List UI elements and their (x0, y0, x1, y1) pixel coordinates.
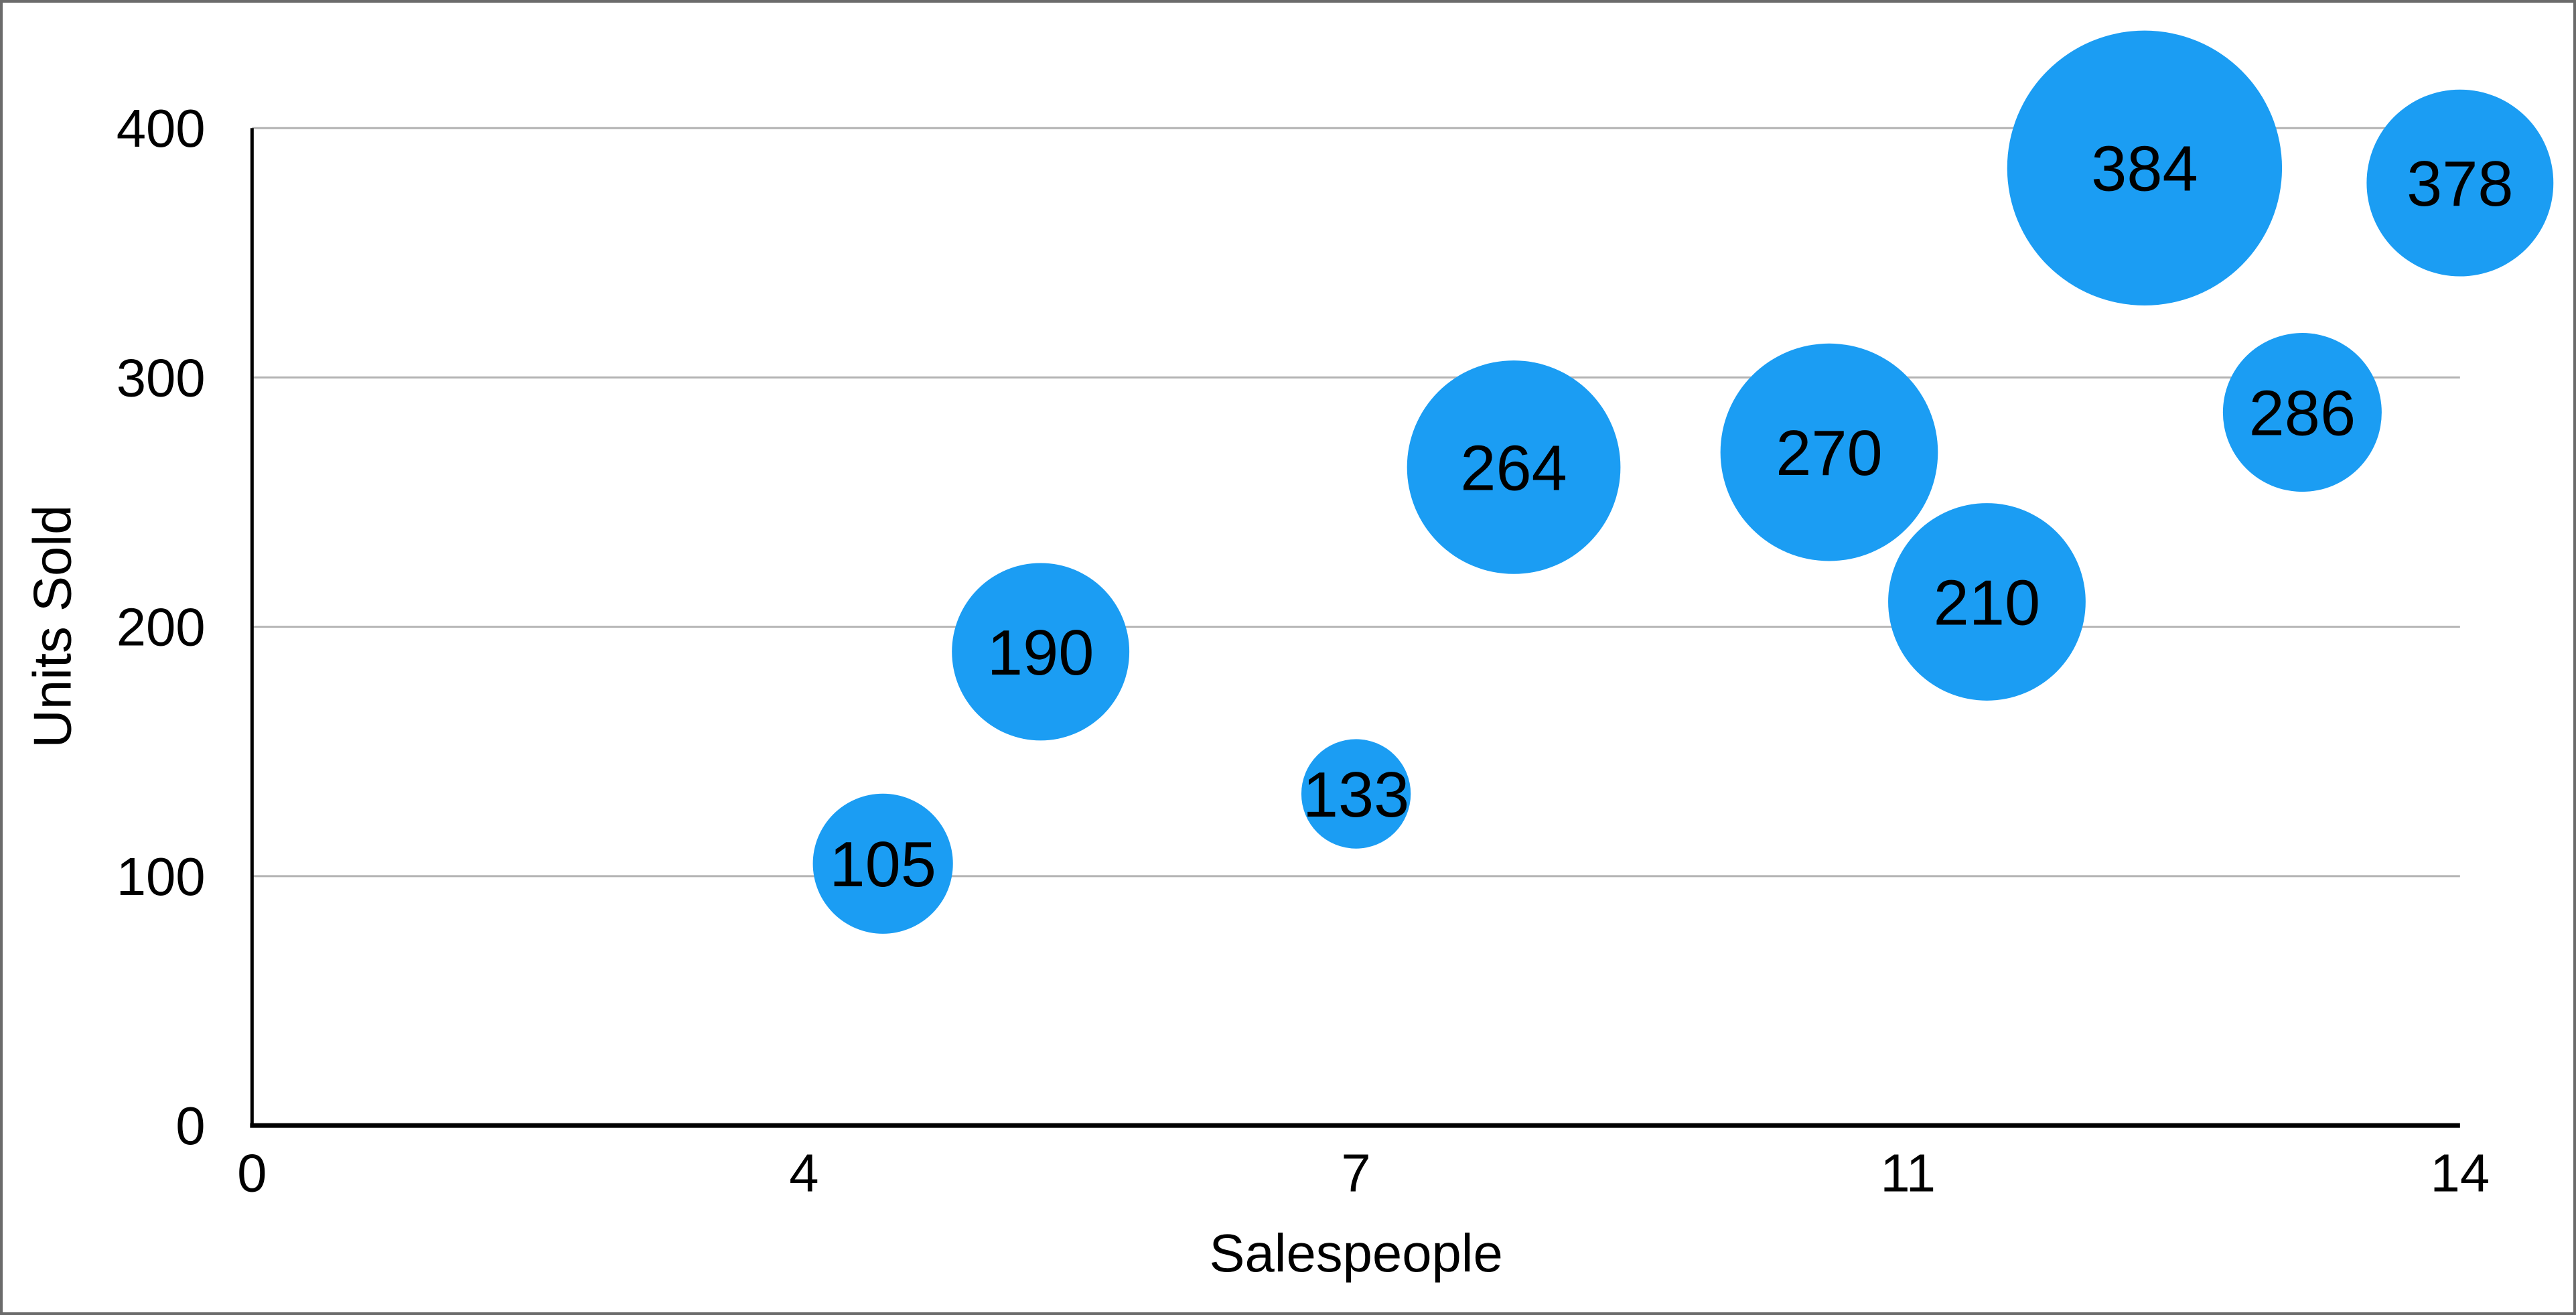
bubble-value-label-264: 264 (1460, 432, 1567, 504)
bubble-value-label-210: 210 (1934, 567, 2041, 638)
y-tick-label-300: 300 (117, 348, 206, 407)
bubble-value-label-105: 105 (829, 829, 936, 900)
bubble-group-286: 286 (2222, 333, 2382, 492)
bubble-133[interactable] (1301, 739, 1411, 849)
bubble-group-190: 190 (952, 563, 1130, 741)
bubble-group-133: 133 (1301, 739, 1411, 849)
bubble-value-label-190: 190 (987, 617, 1094, 689)
y-axis-tick-labels: 0 100 200 300 400 (117, 98, 206, 1156)
x-tick-label-11: 11 (1880, 1144, 1936, 1203)
bubble-286[interactable] (2222, 333, 2382, 492)
bubble-value-label-133: 133 (1303, 759, 1410, 831)
y-axis-title: Units Sold (22, 505, 82, 748)
bubble-group-384: 384 (2007, 30, 2283, 305)
x-tick-label-0: 0 (237, 1144, 267, 1203)
bubble-group-378: 378 (2366, 89, 2554, 277)
bubble-value-label-286: 286 (2249, 377, 2356, 449)
y-tick-label-100: 100 (117, 847, 206, 906)
y-tick-label-200: 200 (117, 598, 206, 657)
bubble-group-270: 270 (1720, 343, 1938, 561)
bubble-chart: 0 100 200 300 400 0 4 7 11 14 105 190 133 264 270 210… (22, 30, 2554, 1283)
bubble-value-label-270: 270 (1776, 417, 1883, 489)
x-axis-title: Salespeople (1209, 1223, 1502, 1283)
axes (250, 128, 2460, 1128)
bubble-378[interactable] (2366, 89, 2554, 277)
x-tick-label-7: 7 (1341, 1144, 1370, 1203)
bubble-105[interactable] (812, 793, 953, 934)
bubble-group-210: 210 (1888, 503, 2086, 701)
bubble-264[interactable] (1407, 360, 1621, 574)
x-axis-tick-labels: 0 4 7 11 14 (237, 1144, 2490, 1203)
y-tick-label-400: 400 (117, 98, 206, 158)
x-tick-label-4: 4 (789, 1144, 818, 1203)
bubble-group-264: 264 (1407, 360, 1621, 574)
x-tick-label-14: 14 (2431, 1144, 2490, 1203)
bubble-270[interactable] (1720, 343, 1938, 561)
bubble-group-105: 105 (812, 793, 953, 934)
y-tick-label-0: 0 (175, 1096, 205, 1156)
bubble-190[interactable] (952, 563, 1130, 741)
bubble-210[interactable] (1888, 503, 2086, 701)
bubble-series: 105 190 133 264 270 210 384 286 378 (812, 30, 2554, 934)
bubble-384[interactable] (2007, 30, 2283, 305)
bubble-value-label-378: 378 (2407, 148, 2514, 220)
bubble-value-label-384: 384 (2091, 133, 2198, 205)
